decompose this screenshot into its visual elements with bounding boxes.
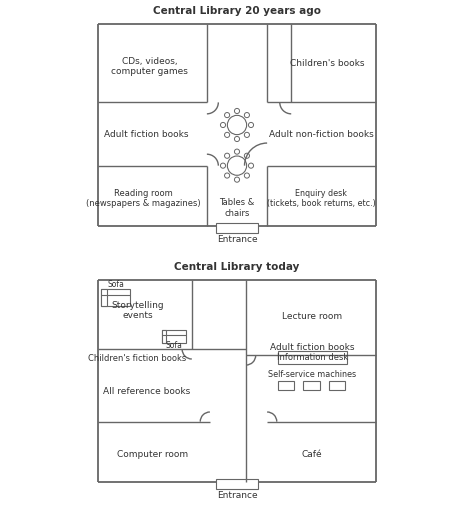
Text: Children's books: Children's books [290,59,365,68]
Text: Entrance: Entrance [217,491,257,500]
Bar [162,330,166,343]
Text: Café: Café [302,450,323,459]
Bar [101,289,107,306]
Bar [162,330,186,343]
Text: Information desk: Information desk [277,353,348,362]
Text: All reference books: All reference books [103,387,190,396]
Text: Self-service machines: Self-service machines [268,371,356,379]
Bar [101,289,130,306]
Text: Central Library 20 years ago: Central Library 20 years ago [153,6,321,15]
Text: Reading room
(newspapers & magazines): Reading room (newspapers & magazines) [86,189,201,208]
Text: Adult non-fiction books: Adult non-fiction books [269,130,374,139]
Text: Storytelling
events: Storytelling events [111,301,164,320]
Text: Sofa: Sofa [165,342,182,350]
Bar [216,479,258,488]
Text: Central Library today: Central Library today [174,262,300,271]
Text: Lecture room: Lecture room [282,312,342,321]
Text: Sofa: Sofa [107,280,124,289]
Text: Children's fiction books: Children's fiction books [89,354,187,363]
Text: CDs, videos,
computer games: CDs, videos, computer games [111,56,188,76]
Text: Adult fiction books: Adult fiction books [104,130,189,139]
Text: Adult fiction books: Adult fiction books [270,344,355,352]
Bar [278,351,347,364]
Text: Computer room: Computer room [117,450,188,459]
Bar [329,381,346,390]
Text: Entrance: Entrance [217,235,257,244]
Text: Tables &
chairs: Tables & chairs [219,198,255,218]
Bar [303,381,320,390]
Bar [216,223,258,232]
Bar [278,381,294,390]
Text: Enquiry desk
(tickets, book returns, etc.): Enquiry desk (tickets, book returns, etc… [267,189,376,208]
